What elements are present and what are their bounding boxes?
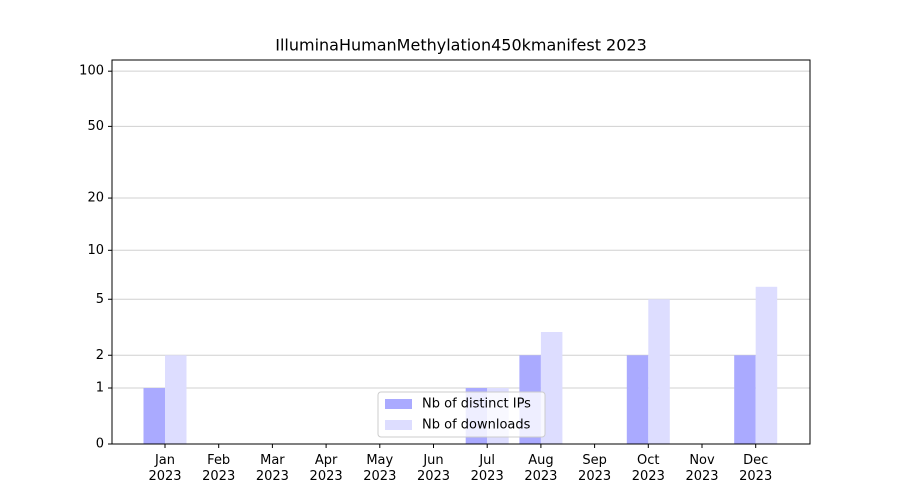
bar xyxy=(755,286,778,444)
legend-label: Nb of distinct IPs xyxy=(422,397,531,412)
y-tick-label: 5 xyxy=(96,292,104,307)
x-tick-label: Jan 2023 xyxy=(148,453,182,484)
x-tick-label: May 2023 xyxy=(363,453,397,484)
bar xyxy=(143,388,165,444)
x-tick-label: Sep 2023 xyxy=(578,453,612,484)
legend-label: Nb of downloads xyxy=(422,418,531,433)
legend-swatch xyxy=(385,399,412,409)
x-tick-label: Oct 2023 xyxy=(631,453,665,484)
chart-title: IlluminaHumanMethylation450kmanifest 202… xyxy=(275,36,647,55)
x-tick-label: Aug 2023 xyxy=(524,453,558,484)
plot-frame xyxy=(111,59,811,445)
y-tick-label: 0 xyxy=(96,437,104,452)
legend-swatch xyxy=(385,420,412,430)
y-tick-label: 10 xyxy=(87,243,104,258)
x-tick-label: Apr 2023 xyxy=(309,453,343,484)
bar xyxy=(540,332,563,444)
y-tick-label: 20 xyxy=(87,191,104,206)
y-tick-label: 100 xyxy=(79,64,104,79)
bar xyxy=(648,299,670,444)
bar xyxy=(165,355,187,444)
legend-frame xyxy=(377,391,546,438)
legend: Nb of distinct IPs Nb of downloads xyxy=(377,391,546,438)
y-tick-label: 1 xyxy=(96,381,104,396)
x-tick-label: Nov 2023 xyxy=(685,453,719,484)
x-tick-label: Dec 2023 xyxy=(739,453,773,484)
x-tick-label: Jun 2023 xyxy=(416,453,451,484)
x-tick-label: Mar 2023 xyxy=(255,453,289,484)
bar xyxy=(626,355,649,444)
x-tick-label: Jul 2023 xyxy=(470,453,504,484)
x-tick-label: Feb 2023 xyxy=(202,453,236,484)
y-tick-label: 2 xyxy=(96,348,104,363)
y-tick-label: 50 xyxy=(87,119,104,134)
bar xyxy=(734,355,756,444)
